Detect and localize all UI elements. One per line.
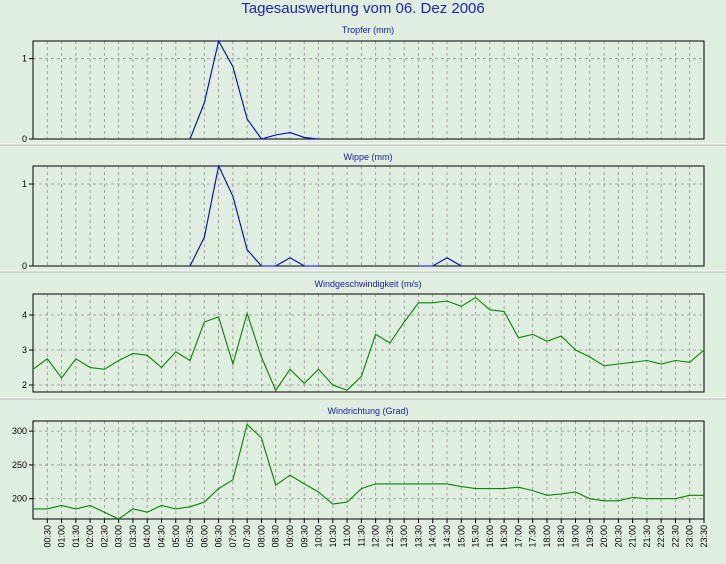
y-tick-label: 200	[12, 494, 27, 504]
x-tick-label: 14:00	[428, 525, 438, 548]
y-tick-label: 250	[12, 460, 27, 470]
x-tick-label: 22:00	[656, 525, 666, 548]
x-tick-label: 04:30	[156, 525, 166, 548]
x-tick-label: 23:30	[699, 525, 709, 548]
y-tick-label: 0	[22, 261, 27, 271]
x-tick-label: 08:30	[271, 525, 281, 548]
x-tick-label: 03:00	[114, 525, 124, 548]
y-tick-label: 1	[22, 179, 27, 189]
x-tick-label: 11:30	[356, 525, 366, 547]
plot-frame	[32, 293, 705, 393]
x-tick-label: 06:00	[199, 525, 209, 548]
y-tick-label: 0	[22, 134, 27, 144]
plot-frame	[32, 165, 705, 267]
x-tick-label: 07:00	[228, 525, 238, 548]
y-tick-label: 3	[22, 345, 27, 355]
x-tick-label: 09:30	[299, 525, 309, 548]
x-tick-label: 14:30	[442, 525, 452, 548]
x-tick-label: 08:00	[256, 525, 266, 548]
x-tick-label: 03:30	[128, 525, 138, 548]
x-tick-label: 10:00	[314, 525, 324, 548]
x-tick-label: 11:00	[342, 525, 352, 547]
chart-panel-1: Tropfer (mm) 0 1	[22, 25, 705, 144]
x-tick-label: 15:30	[471, 525, 481, 548]
x-tick-label: 13:00	[399, 525, 409, 548]
x-tick-label: 04:00	[142, 525, 152, 548]
series-line	[32, 296, 705, 392]
x-tick-label: 21:00	[628, 525, 638, 548]
plot-frame	[32, 40, 705, 140]
x-tick-label: 00:30	[42, 525, 52, 548]
x-tick-label: 19:00	[571, 525, 581, 548]
y-tick-label: 2	[22, 380, 27, 390]
x-tick-label: 15:00	[456, 525, 466, 548]
series-line	[33, 423, 704, 520]
x-tick-label: 12:30	[385, 525, 395, 548]
x-tick-label: 20:30	[613, 525, 623, 548]
x-tick-label: 02:30	[99, 525, 109, 548]
x-tick-label: 02:00	[85, 525, 95, 548]
x-tick-label: 16:30	[499, 525, 509, 548]
x-tick-label: 23:00	[685, 525, 695, 548]
x-tick-label: 16:00	[485, 525, 495, 548]
x-tick-label: 05:30	[185, 525, 195, 548]
series-line	[189, 164, 319, 267]
panel-title: Windrichtung (Grad)	[327, 406, 408, 416]
chart-panel-3: Windgeschwindigkeit (m/s) 2 3 4	[22, 279, 705, 393]
x-tick-label: 01:00	[57, 525, 67, 548]
chart-panel-2: Wippe (mm) 0 1	[22, 152, 705, 271]
y-tick-label: 1	[22, 54, 27, 64]
x-tick-label: 09:00	[285, 525, 295, 548]
x-tick-label: 07:30	[242, 525, 252, 548]
series-line	[189, 39, 319, 140]
y-tick-label: 300	[12, 426, 27, 436]
x-tick-label: 20:00	[599, 525, 609, 548]
plot-frame	[32, 420, 705, 520]
x-tick-label: 13:30	[413, 525, 423, 548]
x-tick-label: 06:30	[214, 525, 224, 548]
panel-title: Windgeschwindigkeit (m/s)	[314, 279, 421, 289]
panel-title: Wippe (mm)	[344, 152, 393, 162]
x-tick-label: 17:30	[528, 525, 538, 548]
chart-panel-4: Windrichtung (Grad) 200 250 300	[12, 406, 705, 520]
x-tick-label: 22:30	[670, 525, 680, 548]
x-tick-label: 17:00	[513, 525, 523, 548]
series-line	[418, 257, 462, 267]
x-tick-label: 12:00	[371, 525, 381, 548]
x-tick-label: 01:30	[71, 525, 81, 548]
panel-title: Tropfer (mm)	[342, 25, 394, 35]
x-tick-label: 21:30	[642, 525, 652, 548]
x-tick-label: 18:30	[556, 525, 566, 548]
x-tick-label: 05:00	[171, 525, 181, 548]
page-title: Tagesauswertung vom 06. Dez 2006	[241, 0, 485, 17]
x-tick-label: 18:00	[542, 525, 552, 548]
x-tick-label: 19:30	[585, 525, 595, 548]
x-tick-label: 10:30	[328, 525, 338, 548]
y-tick-label: 4	[22, 310, 27, 320]
